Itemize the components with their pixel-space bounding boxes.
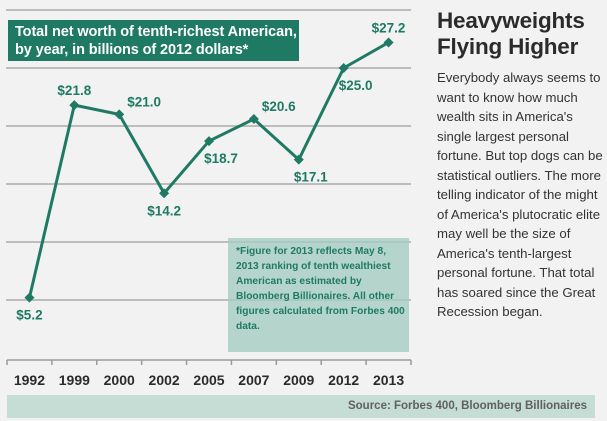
- data-point-2013: [383, 37, 394, 48]
- data-label-2002: $14.2: [147, 203, 181, 218]
- headline-line2: Flying Higher: [437, 34, 579, 59]
- source-text: Source: Forbes 400, Bloomberg Billionair…: [347, 400, 587, 412]
- chart-title-line1: Total net worth of tenth-richest America…: [15, 24, 297, 40]
- data-point-2007: [248, 114, 259, 125]
- data-label-2013: $27.2: [372, 20, 406, 35]
- data-label-2005: $18.7: [204, 151, 238, 166]
- x-tick-label-1992: 1992: [14, 372, 45, 388]
- data-label-2007: $20.6: [262, 99, 296, 114]
- article-body: Everybody always seems to want to know h…: [437, 70, 603, 319]
- data-point-2012: [338, 63, 349, 73]
- data-point-1992: [24, 292, 35, 303]
- x-tick-label-2007: 2007: [238, 372, 269, 388]
- data-labels: $5.2 $21.8 $21.0 $14.2 $18.7 $20.6 $17.1 $25.0 $…: [16, 20, 405, 322]
- headline-line1: Heavyweights: [437, 8, 585, 33]
- data-label-2000: $21.0: [127, 94, 161, 109]
- article-headline: Heavyweights Flying Higher: [437, 8, 607, 60]
- data-label-2012: $25.0: [339, 78, 373, 93]
- footnote-text: *Figure for 2013 reflects May 8, 2013 ra…: [236, 246, 405, 332]
- x-tick-label-2012: 2012: [328, 372, 359, 388]
- data-point-2000: [114, 109, 125, 120]
- x-tick-label-1999: 1999: [59, 372, 90, 388]
- chart-title-line2: by year, in billions of 2012 dollars*: [15, 42, 249, 58]
- source-bar: Source: Forbes 400, Bloomberg Billionair…: [7, 395, 595, 418]
- series-line-layer: [24, 37, 394, 303]
- x-tick-label-2000: 2000: [104, 372, 135, 388]
- x-tick-label-2009: 2009: [283, 372, 314, 388]
- chart-title: Total net worth of tenth-richest America…: [8, 20, 299, 61]
- data-label-1992: $5.2: [16, 308, 42, 323]
- x-tick-label-2005: 2005: [193, 372, 224, 388]
- data-label-1999: $21.8: [57, 83, 91, 98]
- data-point-1999: [69, 100, 80, 111]
- x-tick-label-2002: 2002: [149, 372, 180, 388]
- x-axis: 1992 1999 2000 2002 2005 2007 2009 2012 2013: [6, 359, 412, 388]
- data-point-2002: [159, 188, 170, 199]
- footnote-box: *Figure for 2013 reflects May 8, 2013 ra…: [228, 238, 409, 352]
- data-point-2009: [293, 154, 304, 165]
- data-point-2005: [204, 136, 214, 147]
- data-label-2009: $17.1: [294, 170, 328, 185]
- x-tick-label-2013: 2013: [373, 372, 404, 388]
